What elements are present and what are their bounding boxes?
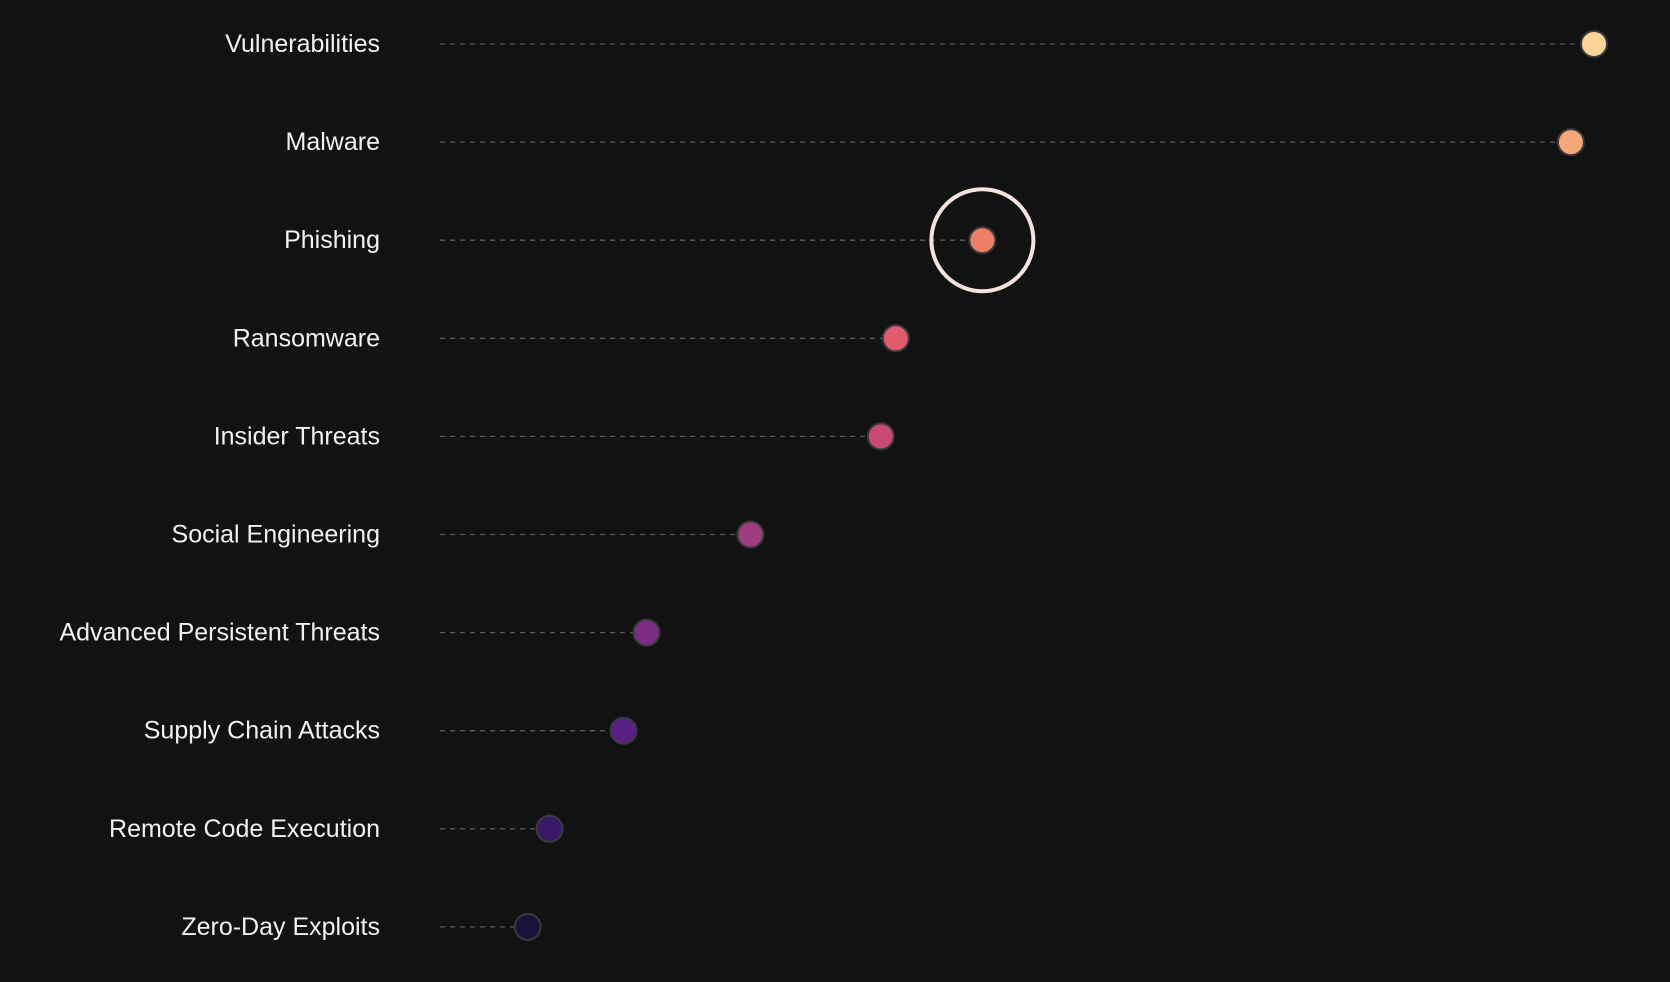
category-label: Remote Code Execution — [109, 815, 380, 843]
highlight-ring — [929, 187, 1036, 294]
row-phishing: Phishing — [284, 187, 1036, 294]
lollipop-dot[interactable] — [609, 716, 638, 745]
chart-rows: Vulnerabilities Malware Phishing Ransomware… — [59, 30, 1608, 941]
lollipop-dot[interactable] — [1556, 128, 1585, 157]
lollipop-dot[interactable] — [513, 912, 542, 941]
category-label: Advanced Persistent Threats — [59, 619, 380, 647]
category-label: Zero-Day Exploits — [181, 913, 380, 941]
row-remote-code-execution: Remote Code Execution — [109, 814, 564, 843]
row-vulnerabilities: Vulnerabilities — [225, 30, 1608, 58]
lollipop-dot[interactable] — [968, 226, 997, 255]
lollipop-dot[interactable] — [736, 520, 765, 549]
row-ransomware: Ransomware — [233, 324, 910, 353]
category-label: Vulnerabilities — [225, 30, 380, 58]
lollipop-dot[interactable] — [535, 814, 564, 843]
category-label: Ransomware — [233, 324, 380, 352]
lollipop-dot[interactable] — [881, 324, 910, 353]
category-label: Malware — [286, 128, 380, 156]
row-supply-chain-attacks: Supply Chain Attacks — [144, 716, 638, 745]
row-advanced-persistent-threats: Advanced Persistent Threats — [59, 618, 661, 647]
row-zero-day-exploits: Zero-Day Exploits — [181, 912, 542, 941]
lollipop-dot[interactable] — [1580, 30, 1608, 58]
row-malware: Malware — [286, 128, 1585, 157]
row-insider-threats: Insider Threats — [214, 422, 895, 451]
category-label: Social Engineering — [172, 521, 380, 549]
category-label: Phishing — [284, 226, 380, 254]
category-label: Insider Threats — [214, 422, 380, 450]
category-label: Supply Chain Attacks — [144, 717, 380, 745]
row-social-engineering: Social Engineering — [172, 520, 765, 549]
lollipop-dot[interactable] — [866, 422, 895, 451]
lollipop-dot[interactable] — [632, 618, 661, 647]
